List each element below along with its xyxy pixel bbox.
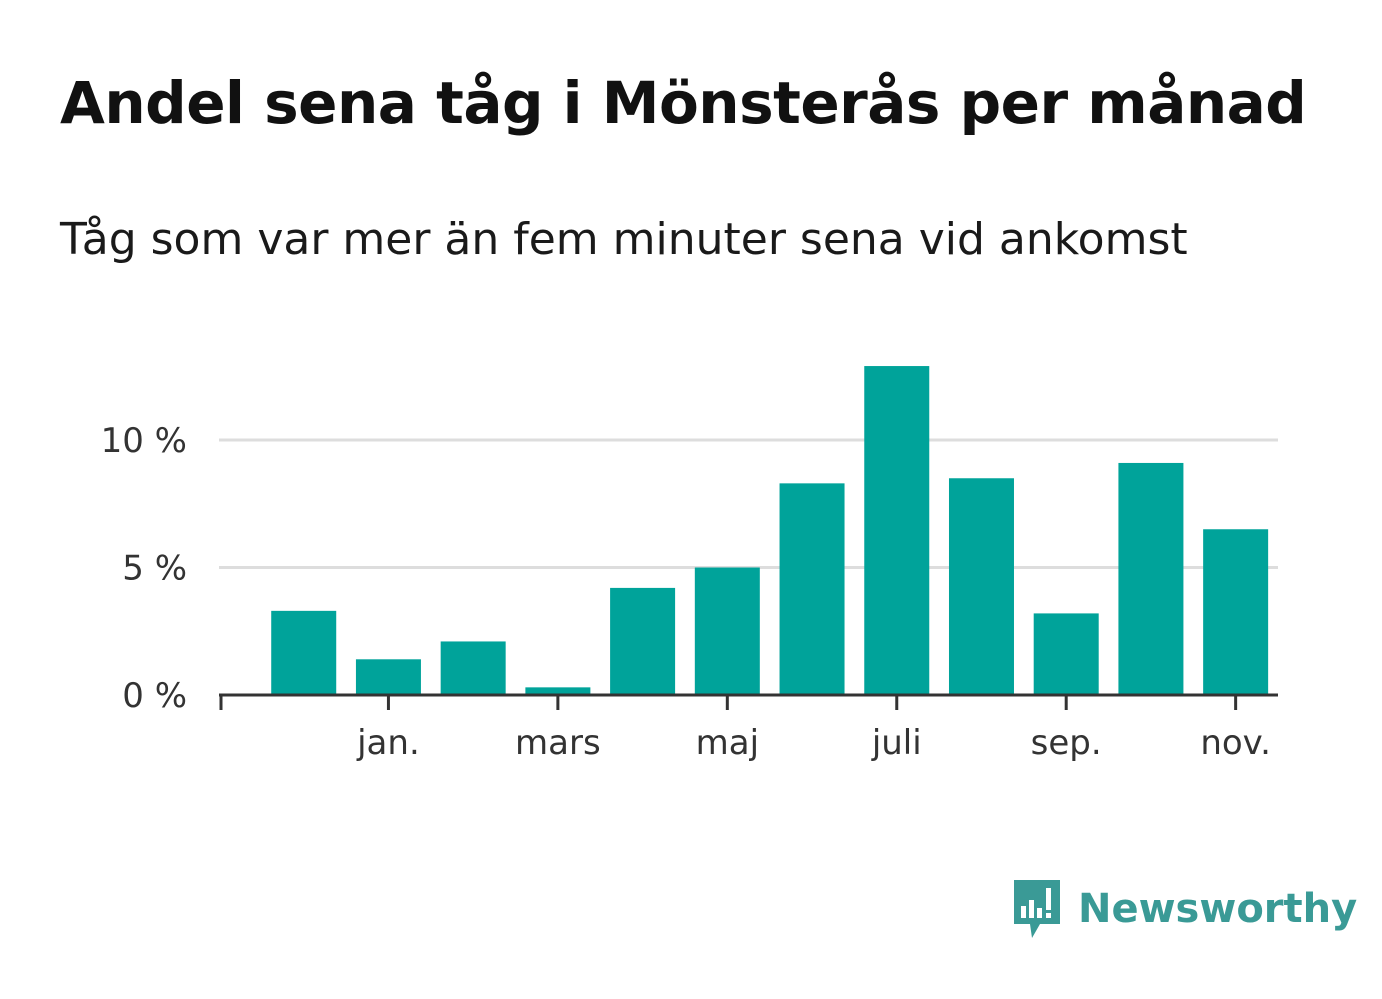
x-axis: jan. mars maj juli sep. nov. bbox=[219, 693, 1278, 763]
newsworthy-logo: Newsworthy bbox=[1010, 878, 1357, 940]
y-tick-label: 10 % bbox=[101, 421, 187, 461]
bar-maj bbox=[694, 567, 760, 695]
bars bbox=[271, 366, 1269, 695]
chart-subtitle: Tåg som var mer än fem minuter sena vid … bbox=[60, 214, 1188, 265]
y-axis-labels: 0 % 5 % 10 % bbox=[101, 421, 187, 716]
x-tick-label: nov. bbox=[1200, 723, 1271, 763]
x-tick-label: jan. bbox=[356, 723, 420, 763]
bar-dec bbox=[271, 610, 337, 695]
bar-jan bbox=[355, 659, 421, 695]
newsworthy-icon bbox=[1014, 880, 1060, 938]
x-tick-label: sep. bbox=[1031, 723, 1102, 763]
x-tick-label: mars bbox=[515, 723, 601, 763]
bar-apr bbox=[610, 587, 676, 695]
brand-name: Newsworthy bbox=[1078, 886, 1358, 932]
bar-feb bbox=[440, 641, 506, 695]
bar-sep bbox=[1033, 613, 1099, 695]
y-tick-label: 0 % bbox=[122, 676, 187, 716]
bar-juli bbox=[864, 366, 930, 695]
chart-title: Andel sena tåg i Mönsterås per månad bbox=[60, 69, 1307, 137]
bar-mars bbox=[525, 687, 591, 695]
bar-okt bbox=[1118, 462, 1184, 695]
bar-juni bbox=[779, 483, 845, 695]
bar-aug bbox=[948, 478, 1014, 695]
x-tick-label: juli bbox=[871, 723, 922, 763]
y-tick-label: 5 % bbox=[122, 549, 187, 589]
x-tick-label: maj bbox=[696, 723, 759, 763]
bar-nov bbox=[1203, 529, 1269, 695]
